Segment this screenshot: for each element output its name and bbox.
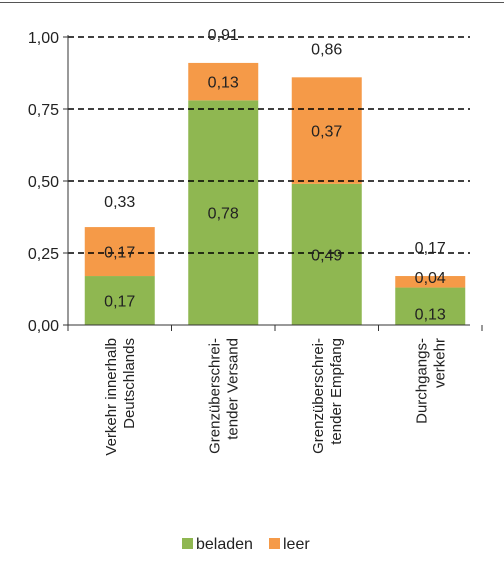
category-label-line: tender Versand [224,338,241,440]
category-label-line: Deutschlands [121,338,138,429]
bar-leer-1 [188,62,259,101]
data-label-leer-2: 0,37 [311,124,342,141]
data-label-beladen-2: 0,49 [311,247,342,264]
bar-leer-0 [84,227,155,277]
legend-swatch-leer [269,538,280,549]
category-label-line: Grenzüberschrei- [310,338,327,454]
legend-label-beladen: beladen [196,536,253,553]
category-label-line: tender Empfang [328,338,345,445]
data-label-beladen-3: 0,13 [415,306,446,323]
bar-leer-2 [291,77,362,184]
bar-beladen-0 [84,276,155,325]
y-tick-label-2: 0,50 [28,174,59,191]
legend-swatch-beladen [182,538,193,549]
bar-beladen-3 [395,287,466,325]
total-label-1: 0,91 [208,27,239,44]
bar-leer-3 [395,276,466,288]
y-tick-label-0: 0,00 [28,318,59,335]
total-label-0: 0,33 [104,194,135,211]
bar-beladen-2 [291,183,362,325]
top-border-line [0,2,504,3]
category-label-3: Durchgangs-verkehr [413,338,448,424]
y-tick-label-1: 0,25 [28,246,59,263]
legend-label-leer: leer [283,536,310,553]
category-label-line: Durchgangs- [413,338,430,424]
category-label-line: verkehr [431,338,448,388]
data-label-beladen-1: 0,78 [208,206,239,223]
data-label-beladen-0: 0,17 [104,294,135,311]
total-label-3: 0,17 [415,240,446,257]
y-tick-label-4: 1,00 [28,30,59,47]
data-label-leer-3: 0,04 [415,270,446,287]
category-label-1: Grenzüberschrei-tender Versand [206,338,241,454]
y-tick-label-3: 0,75 [28,102,59,119]
category-label-2: Grenzüberschrei-tender Empfang [310,338,345,454]
category-label-line: Grenzüberschrei- [206,338,223,454]
data-label-leer-0: 0,17 [104,245,135,262]
data-label-leer-1: 0,13 [208,75,239,92]
category-label-line: Verkehr innerhalb [103,338,120,456]
category-label-0: Verkehr innerhalbDeutschlands [103,338,138,456]
total-label-2: 0,86 [311,41,342,58]
bar-beladen-1 [188,100,259,325]
